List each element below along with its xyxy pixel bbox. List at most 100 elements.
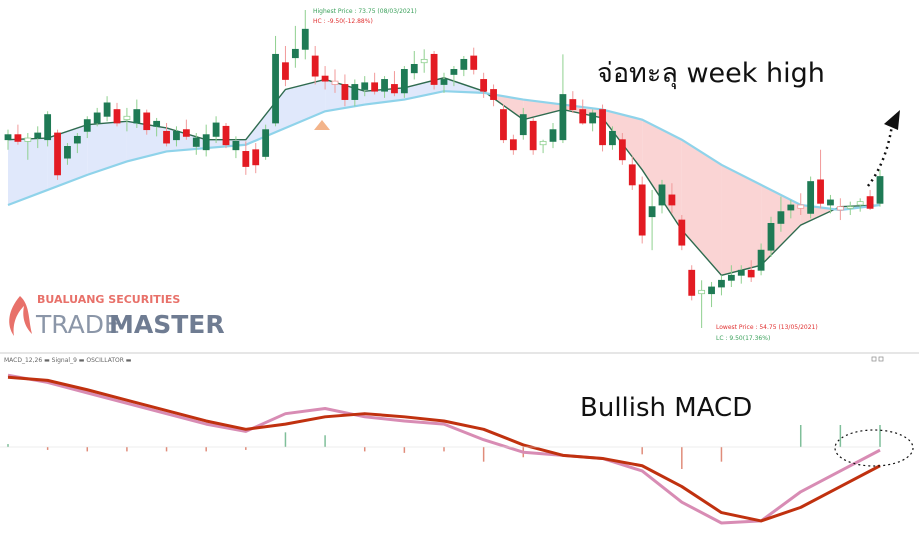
candle-body	[123, 115, 131, 121]
signal-marker	[314, 120, 330, 130]
logo-company: BUALUANG SECURITIES	[37, 293, 180, 306]
ma-band	[285, 79, 326, 128]
candle-body	[93, 112, 101, 124]
candle-body	[192, 137, 200, 147]
macd-headline: Bullish MACD	[580, 393, 752, 423]
candle-body	[599, 109, 606, 146]
candle-body	[301, 28, 309, 50]
signal-line	[7, 375, 881, 523]
candles	[4, 10, 884, 328]
candle-body	[163, 130, 170, 144]
ma-band	[721, 164, 762, 276]
candle-body	[83, 119, 91, 132]
candle-body	[460, 58, 468, 70]
highest-label: Highest Price : 73.75 (08/03/2021)	[313, 8, 417, 15]
candle-body	[529, 120, 537, 151]
candle-body	[24, 137, 32, 142]
candle-body	[846, 206, 854, 209]
candle-body	[440, 79, 448, 85]
candle-body	[866, 196, 874, 209]
candle-body	[133, 109, 141, 124]
candle-body	[876, 176, 884, 204]
candle-body	[361, 82, 369, 90]
candle-body	[321, 75, 329, 82]
candle-body	[262, 129, 270, 157]
candle-body	[618, 139, 626, 161]
candle-body	[737, 269, 745, 276]
candle-body	[658, 184, 666, 206]
candle-body	[797, 204, 805, 209]
candle-body	[767, 222, 775, 251]
candle-body	[351, 84, 359, 100]
candle-body	[747, 269, 755, 278]
ma-band	[87, 121, 127, 175]
candle-body	[242, 151, 250, 167]
logo-product-a: TRADE	[35, 310, 120, 339]
headline: จ่อทะลุ week high	[597, 58, 825, 90]
close-icon[interactable]	[878, 356, 884, 362]
candle-body	[410, 63, 418, 74]
candle-body	[400, 69, 408, 94]
candle-body	[341, 84, 349, 100]
candle-body	[688, 269, 696, 296]
candle-body	[430, 53, 438, 85]
candle-body	[708, 286, 715, 295]
candle-body	[579, 109, 587, 124]
candle-body	[311, 55, 319, 77]
macd-header: MACD_12,26 ▬ Signal_9 ▬ OSCILLATOR ▬	[4, 357, 132, 364]
candle-body	[490, 89, 497, 100]
candle-body	[153, 120, 161, 127]
candle-body	[787, 204, 795, 211]
candle-body	[559, 94, 567, 141]
candle-body	[212, 122, 220, 137]
candle-body	[470, 55, 478, 70]
candle-body	[282, 62, 289, 80]
candle-body	[539, 140, 547, 146]
candle-body	[34, 132, 42, 139]
candle-body	[44, 114, 52, 141]
candle-body	[836, 206, 844, 211]
lowest-label: Lowest Price : 54.75 (13/05/2021)	[716, 324, 818, 331]
ma-band	[523, 99, 563, 120]
candle-body	[173, 130, 180, 141]
candle-body	[371, 82, 379, 92]
candle-body	[291, 48, 299, 59]
candle-body	[777, 211, 785, 224]
candle-body	[381, 79, 388, 92]
highlight-ellipse	[834, 429, 914, 467]
candle-body	[638, 184, 646, 236]
candle-body	[252, 149, 260, 166]
candle-body	[648, 206, 656, 218]
candle-body	[113, 109, 121, 124]
expand-icon[interactable]	[871, 356, 877, 362]
candle-body	[727, 274, 735, 281]
candle-body	[519, 114, 527, 136]
candle-body	[549, 129, 557, 142]
candle-body	[668, 194, 676, 206]
oscillator	[7, 425, 881, 469]
candle-body	[817, 179, 824, 204]
arrow-head	[884, 110, 900, 130]
candle-body	[807, 181, 815, 214]
candle-body	[718, 279, 725, 288]
candle-body	[698, 289, 706, 295]
candle-body	[757, 249, 765, 271]
candle-body	[609, 130, 616, 146]
candle-body	[480, 79, 488, 92]
ma-band	[8, 138, 48, 205]
candle-body	[628, 164, 636, 186]
candle-body	[856, 201, 864, 206]
candle-body	[4, 134, 12, 141]
candle-body	[272, 53, 279, 124]
breakout-arrow	[867, 117, 895, 187]
candle-body	[391, 84, 398, 94]
candle-body	[103, 102, 111, 117]
candle-body	[143, 112, 151, 131]
candle-body	[509, 139, 517, 151]
macd-line	[7, 373, 881, 525]
candle-body	[569, 99, 577, 110]
candle-body	[232, 140, 240, 151]
candle-body	[589, 112, 597, 124]
candle-body	[182, 129, 190, 137]
